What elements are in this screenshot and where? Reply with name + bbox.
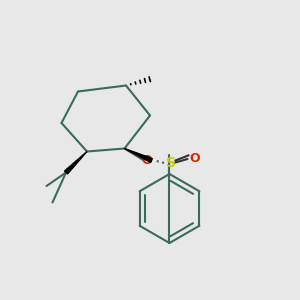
Text: S: S	[166, 156, 176, 170]
Text: O: O	[142, 154, 152, 167]
Text: O: O	[190, 152, 200, 166]
Polygon shape	[64, 152, 87, 174]
Polygon shape	[124, 148, 152, 162]
